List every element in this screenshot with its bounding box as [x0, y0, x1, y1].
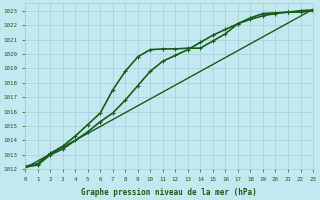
X-axis label: Graphe pression niveau de la mer (hPa): Graphe pression niveau de la mer (hPa): [81, 188, 257, 197]
